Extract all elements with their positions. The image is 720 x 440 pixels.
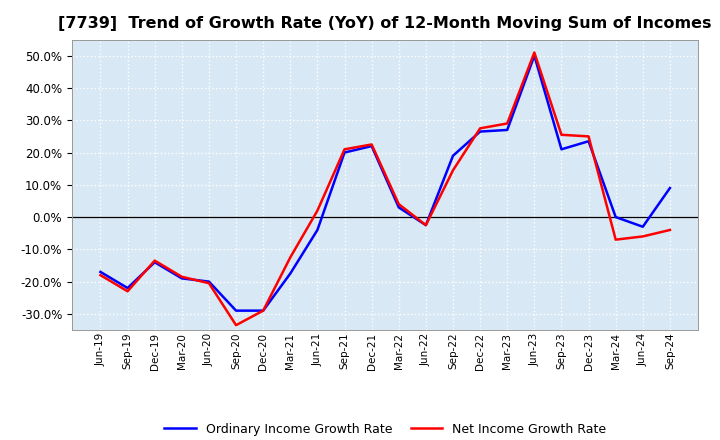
Ordinary Income Growth Rate [421,223,430,228]
Net Income Growth Rate [530,50,539,55]
Ordinary Income Growth Rate [665,185,674,191]
Net Income Growth Rate [313,208,322,213]
Net Income Growth Rate [665,227,674,233]
Net Income Growth Rate [449,168,457,173]
Net Income Growth Rate [150,258,159,263]
Net Income Growth Rate [611,237,620,242]
Net Income Growth Rate [557,132,566,137]
Net Income Growth Rate [395,202,403,207]
Net Income Growth Rate [639,234,647,239]
Net Income Growth Rate [341,147,349,152]
Net Income Growth Rate [476,126,485,131]
Net Income Growth Rate [503,121,511,126]
Net Income Growth Rate [123,289,132,294]
Net Income Growth Rate [259,308,268,313]
Ordinary Income Growth Rate [530,53,539,59]
Ordinary Income Growth Rate [150,260,159,265]
Title: [7739]  Trend of Growth Rate (YoY) of 12-Month Moving Sum of Incomes: [7739] Trend of Growth Rate (YoY) of 12-… [58,16,712,32]
Net Income Growth Rate [584,134,593,139]
Net Income Growth Rate [232,323,240,328]
Ordinary Income Growth Rate [286,271,294,276]
Ordinary Income Growth Rate [449,153,457,158]
Legend: Ordinary Income Growth Rate, Net Income Growth Rate: Ordinary Income Growth Rate, Net Income … [159,418,611,440]
Net Income Growth Rate [204,281,213,286]
Net Income Growth Rate [286,255,294,260]
Ordinary Income Growth Rate [96,269,105,275]
Ordinary Income Growth Rate [476,129,485,134]
Net Income Growth Rate [96,272,105,278]
Ordinary Income Growth Rate [178,276,186,281]
Ordinary Income Growth Rate [611,214,620,220]
Ordinary Income Growth Rate [341,150,349,155]
Ordinary Income Growth Rate [395,205,403,210]
Ordinary Income Growth Rate [503,127,511,132]
Ordinary Income Growth Rate [123,286,132,291]
Ordinary Income Growth Rate [367,143,376,149]
Line: Net Income Growth Rate: Net Income Growth Rate [101,52,670,325]
Ordinary Income Growth Rate [204,279,213,284]
Ordinary Income Growth Rate [232,308,240,313]
Net Income Growth Rate [178,274,186,279]
Line: Ordinary Income Growth Rate: Ordinary Income Growth Rate [101,56,670,311]
Net Income Growth Rate [367,142,376,147]
Ordinary Income Growth Rate [639,224,647,229]
Ordinary Income Growth Rate [584,139,593,144]
Ordinary Income Growth Rate [557,147,566,152]
Ordinary Income Growth Rate [259,308,268,313]
Net Income Growth Rate [421,223,430,228]
Ordinary Income Growth Rate [313,227,322,233]
